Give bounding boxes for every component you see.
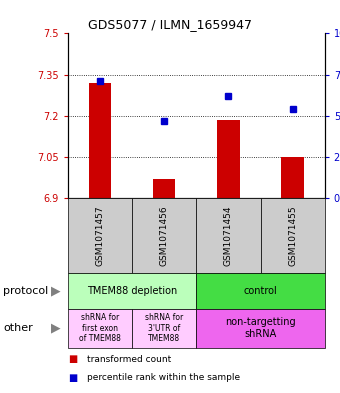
Text: ▶: ▶	[51, 321, 61, 335]
Bar	[153, 179, 175, 198]
Text: shRNA for
3'UTR of
TMEM88: shRNA for 3'UTR of TMEM88	[145, 313, 183, 343]
Text: protocol: protocol	[3, 286, 49, 296]
Text: ■: ■	[68, 373, 77, 382]
Text: GSM1071454: GSM1071454	[224, 206, 233, 266]
Bar	[89, 83, 111, 198]
Text: GDS5077 / ILMN_1659947: GDS5077 / ILMN_1659947	[88, 18, 252, 31]
Text: ▶: ▶	[51, 284, 61, 298]
Text: percentile rank within the sample: percentile rank within the sample	[87, 373, 240, 382]
Text: TMEM88 depletion: TMEM88 depletion	[87, 286, 177, 296]
Text: shRNA for
first exon
of TMEM88: shRNA for first exon of TMEM88	[79, 313, 121, 343]
Text: GSM1071457: GSM1071457	[96, 206, 105, 266]
Text: GSM1071455: GSM1071455	[288, 206, 297, 266]
Text: transformed count: transformed count	[87, 355, 171, 364]
Text: other: other	[3, 323, 33, 333]
Text: GSM1071456: GSM1071456	[160, 206, 169, 266]
Bar	[282, 157, 304, 198]
Bar	[217, 120, 240, 198]
Text: control: control	[244, 286, 277, 296]
Text: ■: ■	[68, 354, 77, 364]
Text: non-targetting
shRNA: non-targetting shRNA	[225, 318, 296, 339]
